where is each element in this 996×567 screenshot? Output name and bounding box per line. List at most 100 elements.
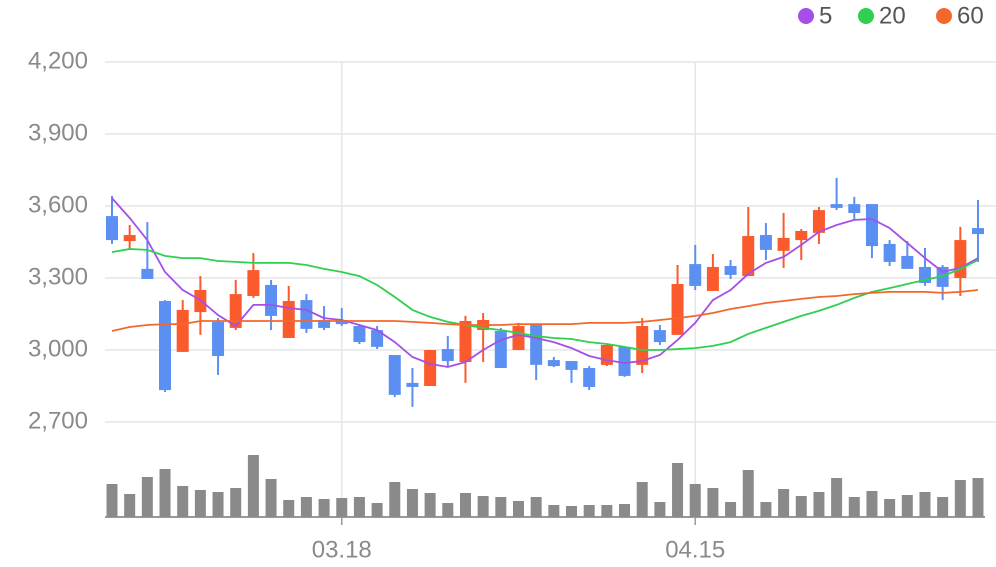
candle-body xyxy=(282,301,295,338)
candle-body xyxy=(441,349,454,362)
volume-bar xyxy=(459,493,471,517)
candle-body xyxy=(424,350,437,386)
volume-bar xyxy=(601,505,613,517)
candle-body xyxy=(636,326,649,365)
candle-body xyxy=(618,346,631,376)
candle-body xyxy=(742,236,755,277)
candle-body xyxy=(706,266,719,291)
candle-body xyxy=(901,255,914,269)
legend-item: 60 xyxy=(936,2,984,29)
legend-marker xyxy=(798,8,814,24)
ma-line xyxy=(111,248,979,351)
candle-body xyxy=(247,270,260,296)
volume-bar xyxy=(778,489,790,517)
volume-bar xyxy=(371,503,383,517)
y-tick-label: 3,900 xyxy=(28,119,88,146)
volume-bar xyxy=(954,480,966,517)
ma-line xyxy=(111,197,979,368)
candle-body xyxy=(159,301,172,391)
candle-body xyxy=(653,330,666,343)
candle-body xyxy=(318,320,331,328)
volume-bar xyxy=(566,506,578,517)
volume-bar xyxy=(283,500,295,517)
candle-body xyxy=(671,284,684,335)
volume-bar xyxy=(177,486,189,517)
volume-bar xyxy=(901,495,913,517)
legend-item: 5 xyxy=(798,2,832,29)
volume-bar xyxy=(442,503,454,517)
volume-bar xyxy=(353,497,365,517)
volume-bar xyxy=(972,478,984,517)
volume-bar xyxy=(760,502,772,517)
volume-bar xyxy=(230,488,242,517)
volume-bar xyxy=(919,492,931,517)
volume-bar xyxy=(406,489,418,517)
volume-bar xyxy=(477,496,489,517)
legend-item: 20 xyxy=(858,2,906,29)
candle-body xyxy=(388,355,401,395)
volume-bar xyxy=(212,492,224,517)
volume-bar xyxy=(831,478,843,517)
volume-bar xyxy=(742,470,754,517)
candle-body xyxy=(777,237,790,251)
candle-body xyxy=(335,320,348,325)
volume-bar xyxy=(689,484,701,517)
candle-body xyxy=(512,326,525,350)
candle-body xyxy=(406,382,419,387)
volume-bar xyxy=(672,463,684,517)
candle-body xyxy=(300,300,313,329)
candle-body xyxy=(883,243,896,262)
y-tick-label: 3,600 xyxy=(28,191,88,218)
legend-label: 60 xyxy=(957,2,984,29)
volume-bar xyxy=(194,490,206,517)
candle-body xyxy=(106,216,118,241)
volume-bar xyxy=(813,492,825,517)
x-tick-label: 04.15 xyxy=(665,536,725,563)
candle-body xyxy=(830,204,843,208)
candle-body xyxy=(123,235,136,242)
candle-body xyxy=(689,264,702,286)
legend-marker xyxy=(858,8,874,24)
candle-body xyxy=(583,368,596,387)
candle-body xyxy=(141,268,154,279)
legend-label: 5 xyxy=(819,2,832,29)
volume-bar xyxy=(495,497,507,517)
volume-bar xyxy=(636,482,648,517)
volume-bar xyxy=(548,505,560,517)
x-tick-label: 03.18 xyxy=(312,536,372,563)
volume-bar xyxy=(106,484,118,517)
volume-bar xyxy=(124,494,136,517)
volume-bar xyxy=(725,502,737,517)
ma-line xyxy=(111,289,979,332)
volume-bar xyxy=(654,502,666,517)
y-tick-label: 4,200 xyxy=(28,47,88,74)
volume-bar xyxy=(300,497,312,517)
y-tick-label: 2,700 xyxy=(28,407,88,434)
candle-body xyxy=(600,344,613,365)
candle-body xyxy=(265,284,278,316)
candle-body xyxy=(547,360,560,367)
volume-bar xyxy=(619,504,631,517)
candle-body xyxy=(565,361,578,370)
candle-body xyxy=(865,204,878,247)
candle-body xyxy=(848,204,861,213)
candle-body xyxy=(494,331,507,368)
candle-body xyxy=(795,230,808,241)
volume-bar xyxy=(884,499,896,517)
candle-body xyxy=(530,325,543,365)
volume-bar xyxy=(848,497,860,517)
volume-bar xyxy=(336,498,348,517)
volume-bar xyxy=(583,505,595,517)
volume-bar xyxy=(795,496,807,517)
candle-body xyxy=(212,321,225,356)
candle-body xyxy=(353,326,366,343)
candle-body xyxy=(812,210,825,233)
y-tick-label: 3,000 xyxy=(28,335,88,362)
candle-body xyxy=(459,320,472,362)
volume-bar xyxy=(530,497,542,517)
volume-bar xyxy=(937,497,949,517)
candle-body xyxy=(176,309,189,352)
volume-bar xyxy=(247,455,259,517)
candle-body xyxy=(371,330,384,347)
